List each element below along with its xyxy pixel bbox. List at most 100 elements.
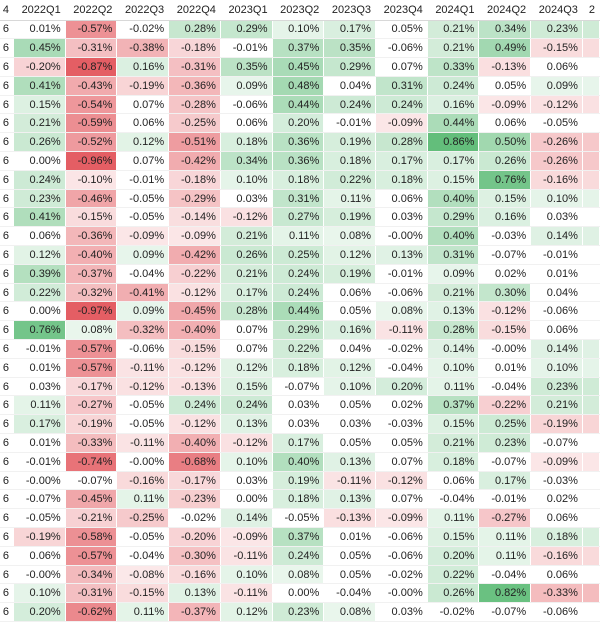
- value-cell[interactable]: -0.10%: [65, 170, 118, 190]
- value-cell[interactable]: 0.08%: [65, 320, 118, 341]
- value-cell[interactable]: 0.12%: [220, 358, 273, 378]
- value-cell[interactable]: 0.25%: [478, 414, 532, 435]
- value-cell[interactable]: 0.15%: [13, 95, 66, 115]
- value-cell[interactable]: 0.34%: [220, 151, 273, 171]
- clipped-left-cell[interactable]: 6: [0, 132, 14, 153]
- value-cell[interactable]: -0.07%: [530, 433, 583, 453]
- value-cell[interactable]: -0.28%: [168, 95, 221, 115]
- value-cell[interactable]: 0.13%: [220, 414, 273, 435]
- value-cell[interactable]: 0.26%: [427, 583, 480, 604]
- clipped-right-cell[interactable]: [582, 245, 600, 265]
- value-cell[interactable]: 0.07%: [375, 489, 428, 510]
- value-cell[interactable]: 0.09%: [530, 76, 583, 96]
- value-cell[interactable]: -0.07%: [272, 377, 325, 397]
- value-cell[interactable]: 0.18%: [375, 170, 428, 190]
- value-cell[interactable]: 0.11%: [272, 226, 325, 247]
- value-cell[interactable]: -0.12%: [478, 301, 532, 322]
- value-cell[interactable]: -0.36%: [65, 226, 118, 247]
- value-cell[interactable]: -0.31%: [168, 57, 221, 77]
- clipped-right-cell[interactable]: [582, 565, 600, 585]
- value-cell[interactable]: -0.06%: [220, 95, 273, 115]
- value-cell[interactable]: 0.01%: [13, 20, 66, 40]
- value-cell[interactable]: -0.00%: [13, 565, 66, 585]
- value-cell[interactable]: 0.11%: [323, 189, 377, 209]
- value-cell[interactable]: 0.18%: [272, 489, 325, 510]
- value-cell[interactable]: -0.27%: [478, 508, 532, 529]
- value-cell[interactable]: -0.19%: [530, 414, 583, 435]
- value-cell[interactable]: -0.09%: [375, 113, 428, 134]
- value-cell[interactable]: 0.23%: [478, 433, 532, 453]
- value-cell[interactable]: 0.21%: [427, 20, 480, 40]
- value-cell[interactable]: 0.35%: [220, 57, 273, 77]
- value-cell[interactable]: 0.08%: [272, 565, 325, 585]
- value-cell[interactable]: -0.00%: [375, 226, 428, 247]
- value-cell[interactable]: -0.08%: [116, 565, 170, 585]
- value-cell[interactable]: -0.11%: [323, 471, 377, 491]
- value-cell[interactable]: 0.12%: [116, 132, 170, 153]
- value-cell[interactable]: 0.24%: [272, 283, 325, 303]
- clipped-right-cell[interactable]: [582, 471, 600, 491]
- value-cell[interactable]: 0.17%: [220, 283, 273, 303]
- value-cell[interactable]: 0.37%: [427, 395, 480, 416]
- value-cell[interactable]: 0.17%: [323, 20, 377, 40]
- value-cell[interactable]: 0.11%: [116, 602, 170, 622]
- value-cell[interactable]: 0.06%: [13, 546, 66, 566]
- value-cell[interactable]: 0.09%: [116, 301, 170, 322]
- column-header[interactable]: 2022Q3: [116, 0, 170, 21]
- value-cell[interactable]: -0.16%: [530, 170, 583, 190]
- value-cell[interactable]: 0.06%: [478, 113, 532, 134]
- clipped-right-cell[interactable]: [582, 283, 600, 303]
- value-cell[interactable]: 0.28%: [220, 301, 273, 322]
- value-cell[interactable]: 0.30%: [478, 283, 532, 303]
- value-cell[interactable]: -0.57%: [65, 339, 118, 359]
- value-cell[interactable]: 0.02%: [478, 264, 532, 284]
- value-cell[interactable]: -0.04%: [375, 358, 428, 378]
- value-cell[interactable]: -0.25%: [116, 508, 170, 529]
- value-cell[interactable]: 0.19%: [272, 471, 325, 491]
- value-cell[interactable]: -0.09%: [220, 527, 273, 547]
- value-cell[interactable]: 0.19%: [323, 207, 377, 228]
- clipped-left-cell[interactable]: 6: [0, 95, 14, 115]
- value-cell[interactable]: -0.57%: [65, 20, 118, 40]
- value-cell[interactable]: 0.18%: [530, 527, 583, 547]
- value-cell[interactable]: -0.31%: [65, 38, 118, 59]
- value-cell[interactable]: 0.03%: [13, 377, 66, 397]
- clipped-right-cell[interactable]: [582, 264, 600, 284]
- value-cell[interactable]: 0.15%: [427, 414, 480, 435]
- value-cell[interactable]: -0.11%: [220, 583, 273, 604]
- clipped-right-cell[interactable]: [582, 226, 600, 247]
- column-header[interactable]: 2023Q3: [323, 0, 377, 21]
- value-cell[interactable]: -0.06%: [375, 283, 428, 303]
- value-cell[interactable]: 0.26%: [13, 132, 66, 153]
- value-cell[interactable]: 0.29%: [427, 207, 480, 228]
- value-cell[interactable]: -0.05%: [116, 414, 170, 435]
- value-cell[interactable]: 0.04%: [530, 283, 583, 303]
- value-cell[interactable]: 0.10%: [220, 565, 273, 585]
- value-cell[interactable]: -0.01%: [530, 245, 583, 265]
- clipped-left-cell[interactable]: 6: [0, 320, 14, 341]
- value-cell[interactable]: -0.20%: [13, 57, 66, 77]
- value-cell[interactable]: -0.42%: [168, 245, 221, 265]
- value-cell[interactable]: 0.06%: [530, 565, 583, 585]
- value-cell[interactable]: 0.07%: [116, 95, 170, 115]
- value-cell[interactable]: -0.11%: [116, 433, 170, 453]
- clipped-right-cell[interactable]: [582, 57, 600, 77]
- value-cell[interactable]: 0.16%: [323, 320, 377, 341]
- value-cell[interactable]: -0.32%: [65, 283, 118, 303]
- value-cell[interactable]: -0.12%: [168, 283, 221, 303]
- value-cell[interactable]: -0.11%: [220, 546, 273, 566]
- value-cell[interactable]: 0.06%: [427, 471, 480, 491]
- value-cell[interactable]: 0.10%: [530, 358, 583, 378]
- value-cell[interactable]: 0.10%: [220, 170, 273, 190]
- value-cell[interactable]: 0.12%: [323, 358, 377, 378]
- value-cell[interactable]: 0.12%: [13, 245, 66, 265]
- value-cell[interactable]: -0.58%: [65, 527, 118, 547]
- value-cell[interactable]: -0.12%: [530, 95, 583, 115]
- value-cell[interactable]: -0.21%: [65, 508, 118, 529]
- clipped-left-cell[interactable]: 6: [0, 377, 14, 397]
- value-cell[interactable]: 0.20%: [427, 546, 480, 566]
- clipped-left-cell[interactable]: 6: [0, 151, 14, 171]
- value-cell[interactable]: 0.14%: [427, 339, 480, 359]
- value-cell[interactable]: -0.14%: [168, 207, 221, 228]
- value-cell[interactable]: -0.41%: [116, 283, 170, 303]
